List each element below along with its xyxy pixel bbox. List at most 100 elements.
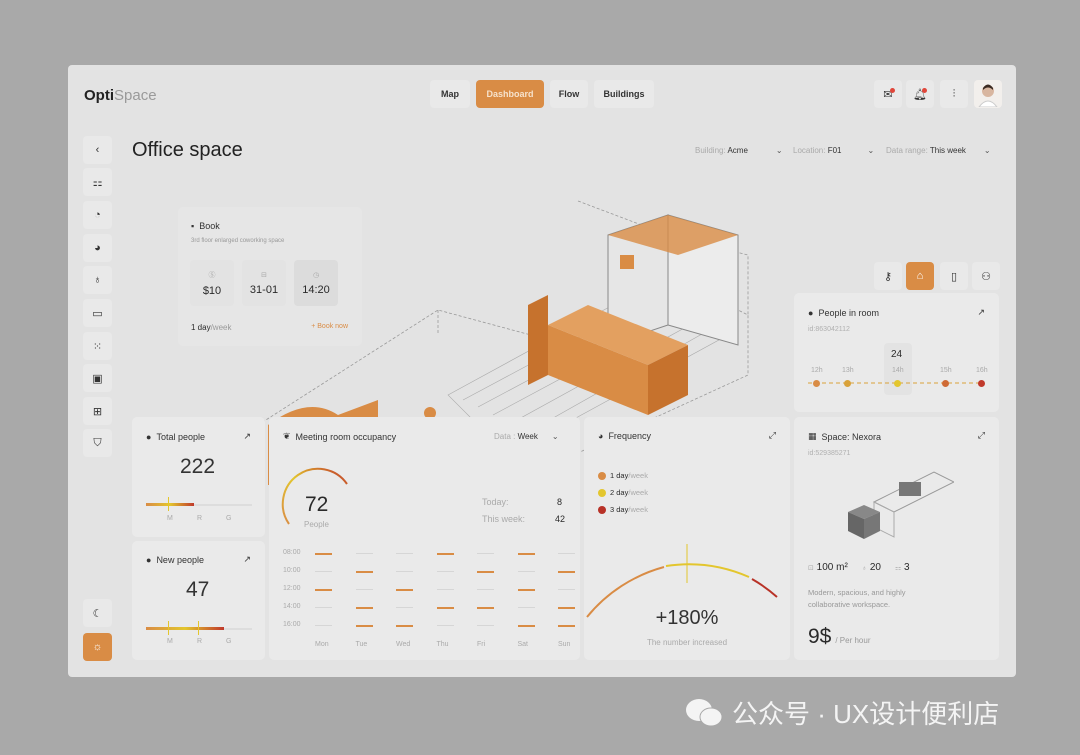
free-slot[interactable]: [477, 625, 494, 626]
users-icon: ⚇: [981, 270, 991, 283]
dark-mode-button[interactable]: ☾: [83, 599, 112, 627]
free-slot[interactable]: [558, 553, 575, 554]
expand-arrow-icon[interactable]: ↗: [243, 554, 251, 564]
data-period-select[interactable]: Data : Week ⌄: [494, 432, 559, 441]
date-range-filter[interactable]: Data range: This week ⌄: [886, 146, 991, 155]
date-box[interactable]: ⊟ 31-01: [242, 260, 286, 306]
sidebar-item-grid[interactable]: ⚏: [83, 168, 112, 196]
hour-label: 15h: [940, 367, 952, 374]
space-card: ▦ Space: Nexora ⤢ id:529385271 ⊡ 100 m² ♁…: [794, 417, 999, 660]
occupied-slot[interactable]: [355, 625, 373, 627]
free-slot[interactable]: [517, 607, 535, 608]
occupied-slot[interactable]: [558, 607, 575, 609]
free-slot[interactable]: [315, 625, 332, 626]
sidebar-item-globe[interactable]: ◕: [83, 234, 112, 262]
settings-button[interactable]: ⫶: [940, 80, 968, 108]
expand-icon[interactable]: ⤢: [977, 430, 985, 440]
occupied-slot[interactable]: [396, 589, 413, 591]
location-filter[interactable]: Location: F01 ⌄: [793, 146, 875, 155]
notifications-button[interactable]: 🔔︎: [906, 80, 934, 108]
user-icon: ♁: [93, 274, 102, 286]
occupied-slot[interactable]: [558, 571, 575, 573]
avatar[interactable]: [974, 80, 1002, 108]
occupied-slot[interactable]: [355, 571, 373, 573]
occupied-slot[interactable]: [315, 589, 332, 591]
frequency-card: ◕ Frequency ⤢ 1 day/week 2 day/week 3 day/w…: [584, 417, 790, 660]
meeting-room-card: ❦ Meeting room occupancy Data : Week ⌄ 72 …: [269, 417, 580, 660]
occupied-slot[interactable]: [517, 625, 535, 627]
lock-button[interactable]: ⌂: [906, 262, 934, 290]
grid-icon: ⚏: [92, 176, 103, 189]
time-box[interactable]: ◷ 14:20: [294, 260, 338, 306]
occupied-slot[interactable]: [517, 553, 535, 555]
calendar-icon: ▪: [191, 221, 195, 231]
book-now-button[interactable]: + Book now: [311, 323, 348, 330]
card-title: People in room: [818, 308, 879, 318]
tab-buildings[interactable]: Buildings: [594, 80, 654, 108]
hour-dot[interactable]: [894, 380, 901, 387]
expand-icon[interactable]: ⤢: [768, 430, 776, 440]
occupied-slot[interactable]: [436, 607, 454, 609]
tab-flow[interactable]: Flow: [550, 80, 588, 108]
free-slot[interactable]: [436, 625, 454, 626]
tab-map[interactable]: Map: [430, 80, 470, 108]
free-slot[interactable]: [517, 571, 535, 572]
free-slot[interactable]: [396, 607, 413, 608]
free-slot[interactable]: [355, 589, 373, 590]
hour-dot[interactable]: [942, 380, 949, 387]
users-button[interactable]: ⚇: [972, 262, 1000, 290]
occupied-slot[interactable]: [315, 553, 332, 555]
free-slot[interactable]: [315, 607, 332, 608]
key-icon: ⚷: [883, 270, 893, 283]
mail-button[interactable]: ✉: [874, 80, 902, 108]
sidebar-item-scan[interactable]: ⁙: [83, 332, 112, 360]
gauge-value: 72: [305, 493, 329, 516]
occupied-slot[interactable]: [396, 625, 413, 627]
mail-icon: ✉: [883, 88, 893, 101]
key-button[interactable]: ⚷: [874, 262, 902, 290]
occupied-slot[interactable]: [477, 607, 494, 609]
free-slot[interactable]: [436, 589, 454, 590]
occupied-slot[interactable]: [355, 607, 373, 609]
time-label: 16:00: [283, 621, 301, 628]
free-slot[interactable]: [396, 553, 413, 554]
sidebar-item-users[interactable]: ♁: [83, 266, 112, 294]
sidebar-item-files[interactable]: ▭: [83, 299, 112, 327]
free-slot[interactable]: [315, 571, 332, 572]
expand-arrow-icon[interactable]: ↗: [977, 307, 985, 317]
occupied-slot[interactable]: [517, 589, 535, 591]
sidebar-item-analytics[interactable]: ◔: [83, 201, 112, 229]
day-label: Tue: [355, 641, 368, 648]
user-icon: ●: [146, 432, 152, 442]
app-window: OptiSpace Map Dashboard Flow Buildings ✉…: [68, 65, 1016, 677]
shield-icon: ⛉: [93, 436, 102, 449]
hour-dot[interactable]: [813, 380, 820, 387]
occupied-slot[interactable]: [558, 625, 575, 627]
booking-card: ▪ Book 3rd floor enlarged coworking space…: [178, 207, 362, 346]
occupied-slot[interactable]: [477, 571, 494, 573]
tab-dashboard[interactable]: Dashboard: [476, 80, 544, 108]
sidebar-back[interactable]: ‹: [83, 136, 112, 164]
free-slot[interactable]: [436, 571, 454, 572]
clock-icon: ◷: [312, 271, 320, 279]
free-slot[interactable]: [477, 553, 494, 554]
free-slot[interactable]: [558, 589, 575, 590]
time-label: 10:00: [283, 567, 301, 574]
door-button[interactable]: ▯: [940, 262, 968, 290]
legend-item: 3 day/week: [598, 501, 648, 518]
occupied-slot[interactable]: [436, 553, 454, 555]
price-box[interactable]: Ⓢ $10: [190, 260, 234, 306]
light-mode-button[interactable]: ☼: [83, 633, 112, 661]
watermark: 公众号 · UX设计便利店: [684, 694, 999, 731]
free-slot[interactable]: [396, 571, 413, 572]
space-id: id:529385271: [808, 450, 851, 457]
expand-arrow-icon[interactable]: ↗: [243, 431, 251, 441]
sidebar-item-security[interactable]: ⛉: [83, 429, 112, 457]
free-slot[interactable]: [477, 589, 494, 590]
free-slot[interactable]: [355, 553, 373, 554]
building-filter[interactable]: Building: Acme ⌄: [695, 146, 783, 155]
sidebar-item-calendar[interactable]: ▣: [83, 364, 112, 392]
hour-dot[interactable]: [978, 380, 985, 387]
hour-dot[interactable]: [844, 380, 851, 387]
sidebar-item-add[interactable]: ⊞: [83, 397, 112, 425]
